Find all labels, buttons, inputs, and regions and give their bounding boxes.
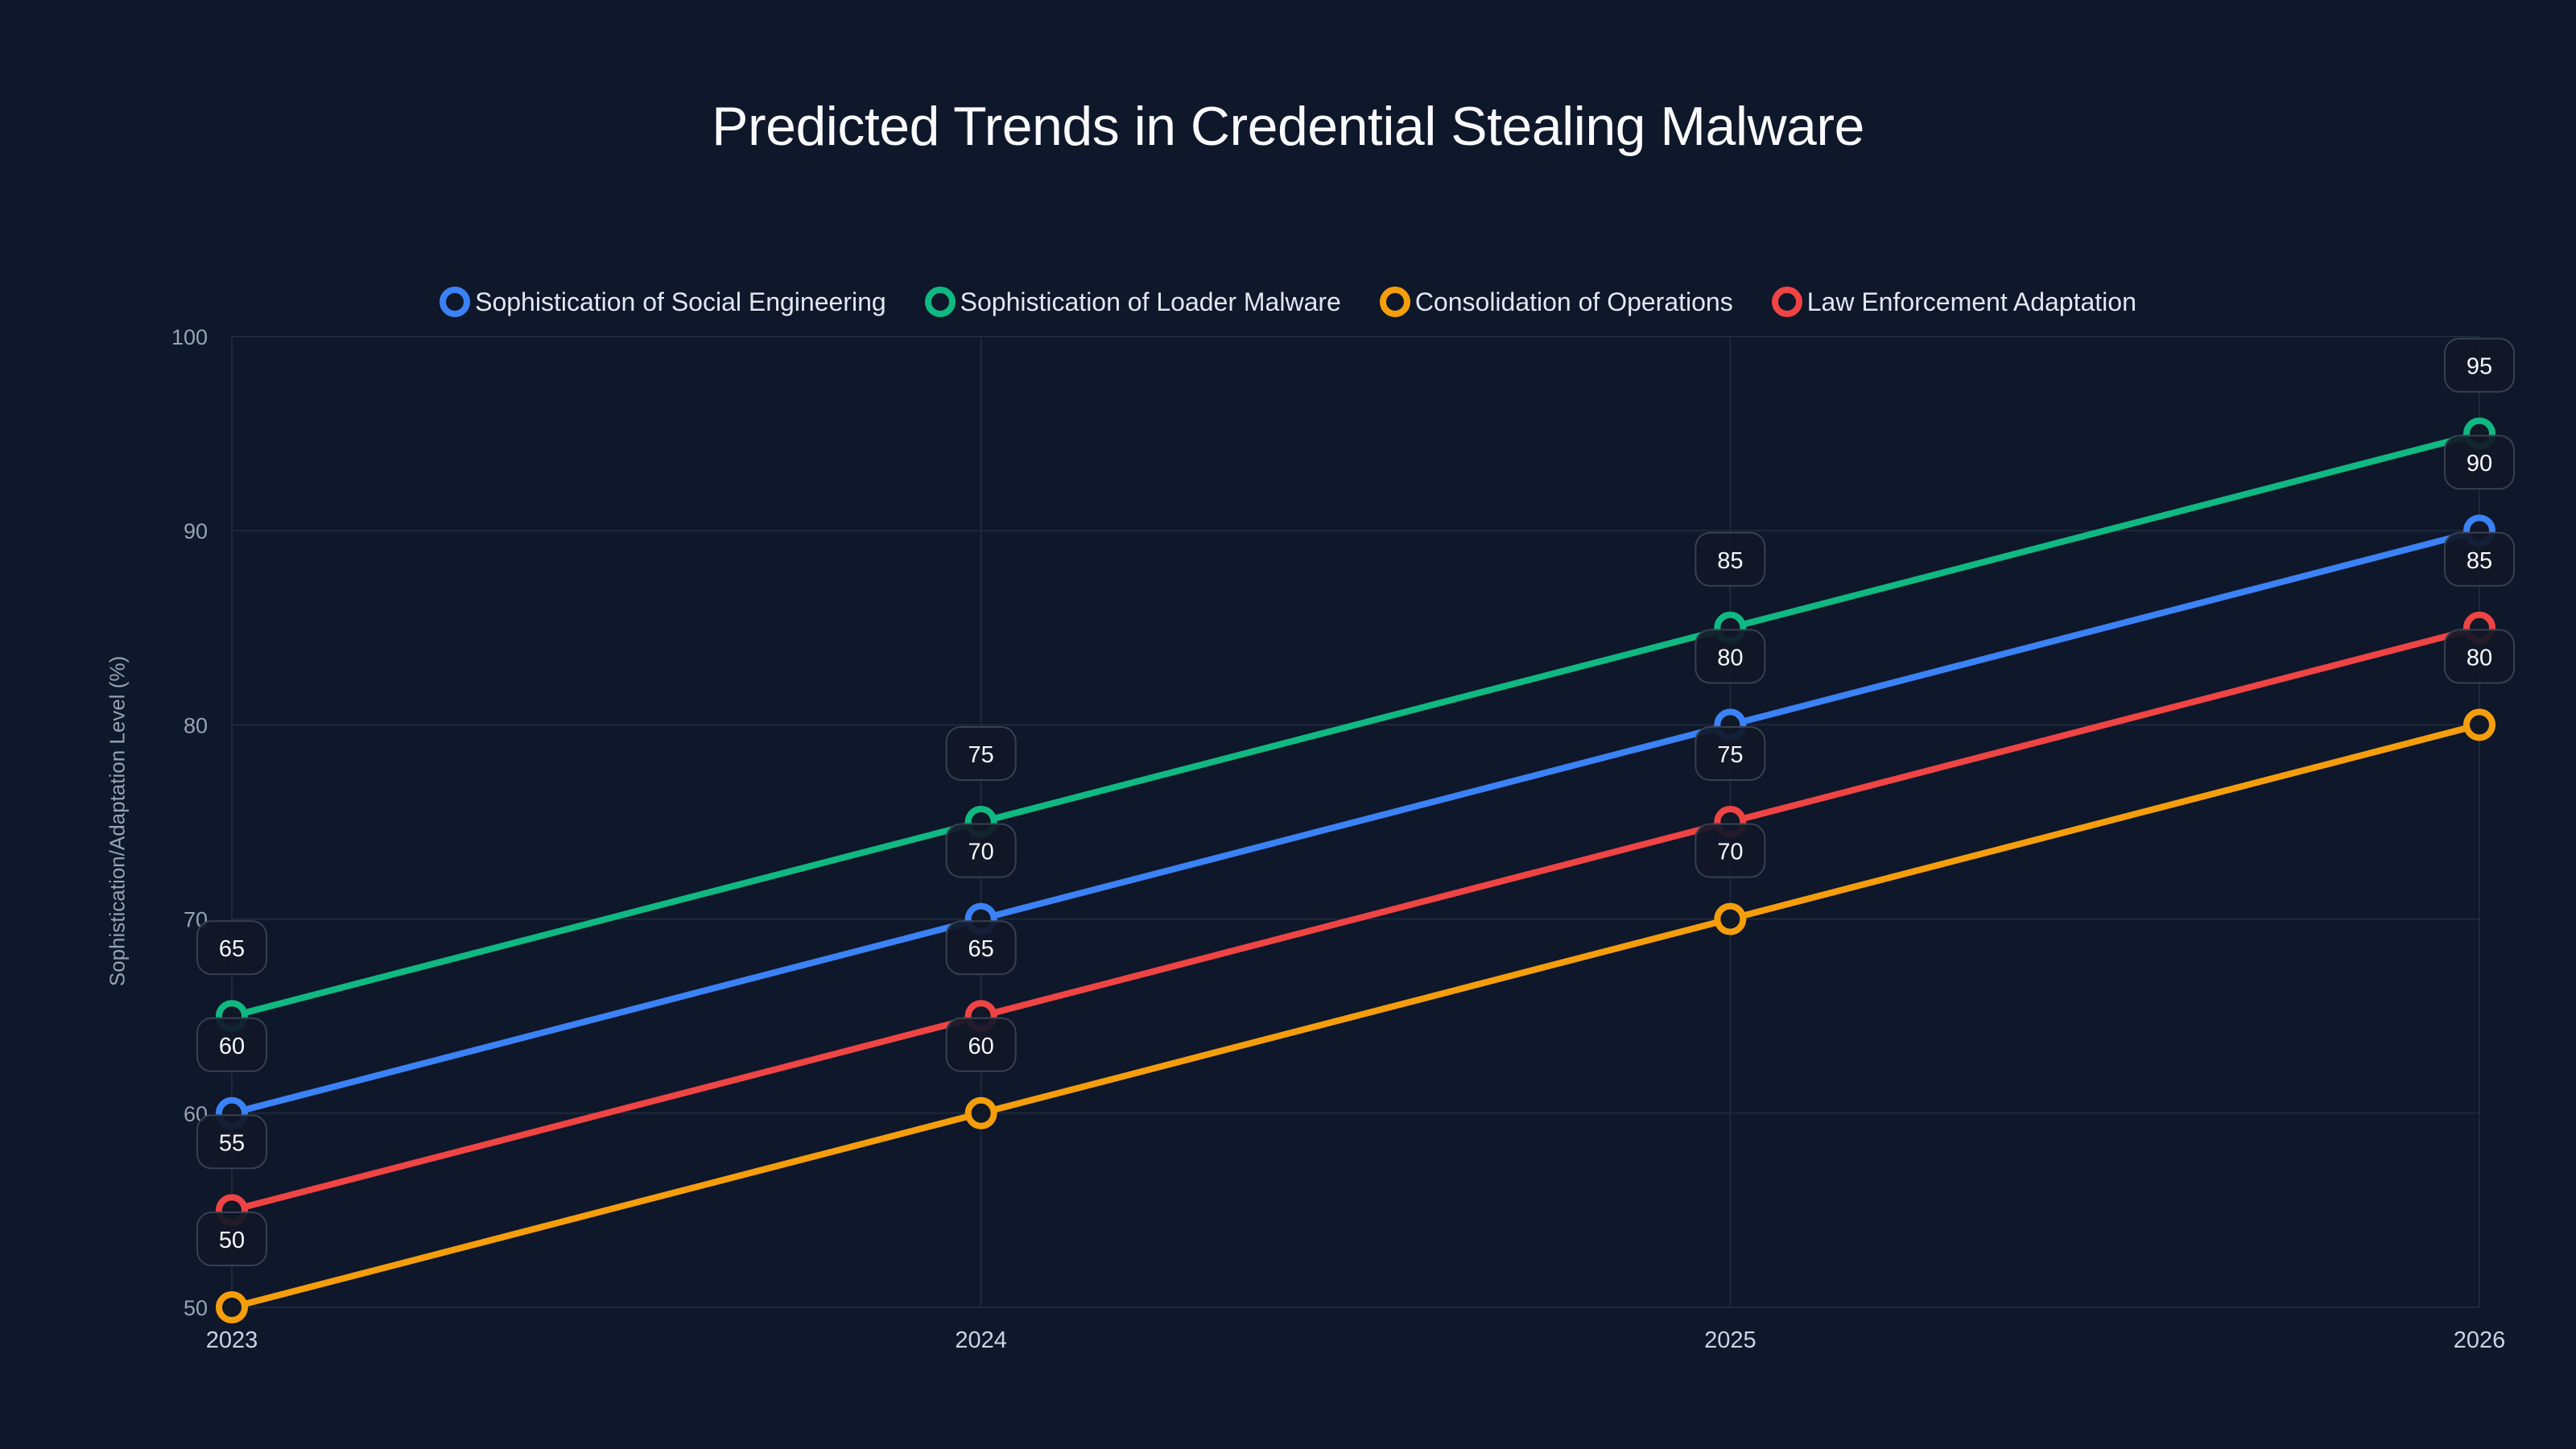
x-tick-label: 2025 [1704,1327,1757,1353]
x-tick-label: 2026 [2454,1327,2506,1353]
data-label: 70 [1695,823,1766,878]
legend-item-social-engineering[interactable]: Sophistication of Social Engineering [440,287,886,317]
svg-text:80: 80 [2467,645,2492,671]
svg-text:65: 65 [968,936,994,962]
legend-label: Sophistication of Loader Malware [960,287,1341,316]
svg-text:75: 75 [1717,742,1743,768]
svg-text:90: 90 [2467,451,2492,477]
legend-circle-icon [440,287,471,317]
legend-item-loader-malware[interactable]: Sophistication of Loader Malware [924,287,1341,317]
legend-item-consolidation[interactable]: Consolidation of Operations [1379,287,1733,317]
svg-text:70: 70 [968,840,994,865]
data-labels: 60 70 80 90 65 75 85 95 50 60 70 80 55 65 75 85 [196,337,2515,1266]
data-label: 55 [196,1114,267,1170]
data-label: 65 [945,920,1017,976]
data-label: 65 [196,920,267,976]
svg-text:85: 85 [2467,548,2492,574]
svg-text:65: 65 [219,936,245,962]
series-markers [216,417,2496,1323]
data-label: 95 [2444,337,2515,393]
svg-text:55: 55 [219,1130,245,1156]
x-axis-ticks: 2023 2024 2025 2026 [206,1327,2506,1353]
data-label: 75 [1695,726,1766,781]
legend-label: Consolidation of Operations [1414,287,1733,316]
series-line [230,527,2481,1117]
legend-label: Law Enforcement Adaptation [1806,287,2136,316]
svg-text:70: 70 [1717,840,1743,865]
y-tick-label: 90 [184,519,208,543]
legend-label: Sophistication of Social Engineering [475,287,886,316]
data-point-marker[interactable] [2463,708,2496,741]
svg-text:50: 50 [219,1228,245,1253]
data-label: 75 [945,726,1017,781]
y-tick-label: 50 [184,1296,208,1320]
data-label: 60 [945,1017,1017,1072]
chart-legend: Sophistication of Social Engineering Sop… [0,287,2576,317]
data-label: 85 [2444,531,2515,587]
y-tick-label: 100 [171,325,208,349]
legend-circle-icon [1771,287,1802,317]
data-label: 70 [945,823,1017,878]
legend-circle-icon [1379,287,1410,317]
data-label: 60 [196,1017,267,1072]
data-label: 80 [2444,629,2515,684]
data-point-marker[interactable] [964,1096,997,1129]
data-label: 85 [1695,531,1766,587]
svg-text:60: 60 [968,1034,994,1059]
data-label: 50 [196,1212,267,1266]
legend-item-law-enforcement[interactable]: Law Enforcement Adaptation [1771,287,2136,317]
series-line [230,430,2481,1020]
y-tick-label: 80 [184,713,208,737]
data-point-marker[interactable] [1714,902,1747,935]
series-line [230,721,2481,1311]
series-line [230,624,2481,1214]
data-label: 90 [2444,435,2515,490]
data-label: 80 [1695,629,1766,684]
legend-circle-icon [924,287,956,317]
svg-text:60: 60 [219,1034,245,1059]
data-point-marker[interactable] [216,1291,248,1323]
svg-text:75: 75 [968,742,994,768]
svg-text:85: 85 [1717,548,1743,574]
x-tick-label: 2024 [955,1327,1007,1353]
chart-title: Predicted Trends in Credential Stealing … [712,96,1864,157]
x-tick-label: 2023 [206,1327,258,1353]
svg-text:95: 95 [2467,354,2492,380]
series-lines [230,430,2481,1311]
svg-text:80: 80 [1717,645,1743,671]
